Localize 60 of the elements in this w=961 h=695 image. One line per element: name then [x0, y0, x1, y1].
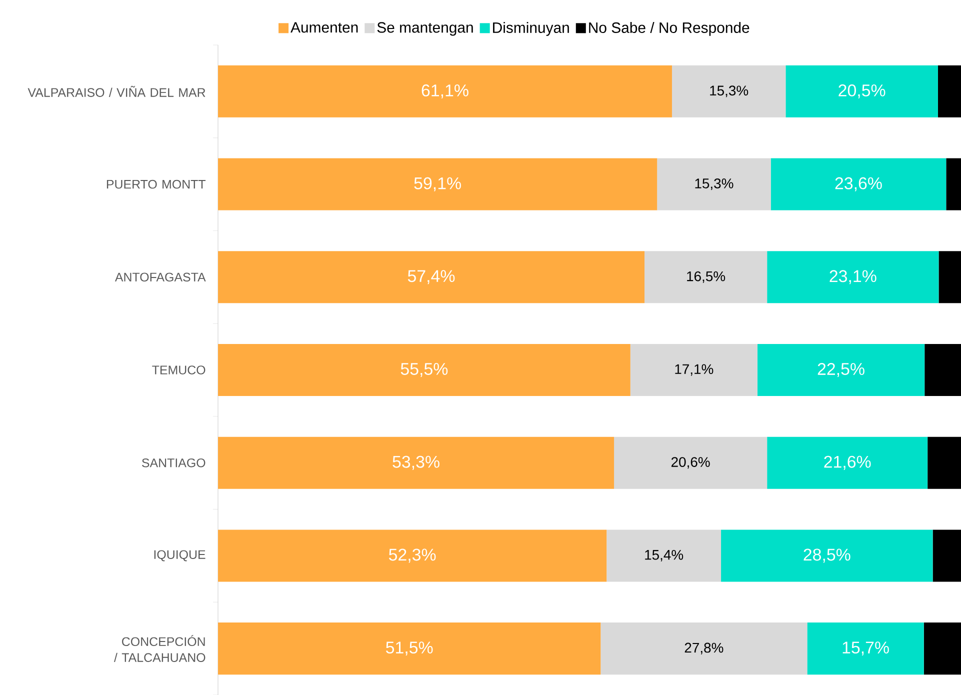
data-label: 21,6%	[824, 456, 871, 470]
legend-label: No Sabe / No Responde	[589, 22, 750, 36]
y-tick-label: CONCEPCIÓN / TALCAHUANO	[114, 635, 206, 662]
data-label: 55,5%	[400, 363, 448, 377]
data-label: 20,6%	[671, 457, 710, 469]
bar	[600, 622, 808, 675]
data-label: 15,3%	[695, 178, 734, 190]
bar	[786, 65, 938, 118]
data-label: 15,7%	[842, 642, 889, 656]
data-label: 57,4%	[408, 270, 455, 284]
bar	[938, 251, 961, 304]
bar	[767, 436, 928, 489]
bar	[924, 622, 961, 675]
bar	[924, 344, 961, 396]
data-label: 23,1%	[830, 270, 876, 284]
y-tick-label: IQUIQUE	[154, 550, 206, 562]
data-label: 15,3%	[710, 86, 748, 98]
bar	[644, 251, 768, 304]
bar	[938, 65, 961, 118]
bar	[946, 158, 961, 210]
legend-label: Aumenten	[290, 22, 358, 33]
bar	[807, 622, 924, 675]
data-label: 20,5%	[838, 84, 886, 98]
data-label: 17,1%	[675, 364, 714, 376]
data-label: 51,5%	[386, 642, 433, 656]
bar	[757, 344, 925, 396]
data-label: 59,1%	[414, 177, 461, 192]
data-label: 27,8%	[684, 642, 724, 654]
bar	[614, 436, 768, 489]
bar	[218, 158, 658, 210]
y-tick-label: PUERTO MONTT	[106, 180, 206, 189]
legend-label: Se mantengan	[377, 22, 473, 36]
bar	[657, 158, 771, 210]
data-label: 16,5%	[687, 271, 726, 283]
data-label: 53,3%	[392, 456, 440, 470]
data-label: 28,5%	[804, 548, 850, 563]
data-label: 52,3%	[388, 548, 436, 563]
bar	[932, 530, 961, 582]
bar	[218, 530, 607, 582]
data-label: 61,1%	[422, 84, 468, 98]
bar	[767, 251, 939, 304]
y-tick-label: VALPARAISO / VIÑA DEL MAR	[28, 86, 206, 97]
bar	[218, 251, 644, 304]
bar	[606, 530, 722, 582]
bar	[770, 158, 946, 210]
bar	[218, 622, 601, 675]
data-label: 22,5%	[818, 362, 864, 377]
y-tick-label: TEMUCO	[152, 366, 206, 374]
data-label: 15,4%	[645, 550, 684, 562]
y-tick-label: SANTIAGO	[142, 458, 206, 468]
legend-label: Disminuyan	[493, 22, 569, 36]
data-label: 23,6%	[835, 177, 882, 192]
bar	[218, 436, 614, 489]
bar	[218, 65, 672, 118]
y-tick-label: ANTOFAGASTA	[114, 272, 206, 282]
bar	[928, 436, 961, 489]
bar	[672, 65, 786, 118]
bar	[218, 344, 630, 396]
bar	[630, 344, 758, 396]
bar	[721, 530, 933, 582]
